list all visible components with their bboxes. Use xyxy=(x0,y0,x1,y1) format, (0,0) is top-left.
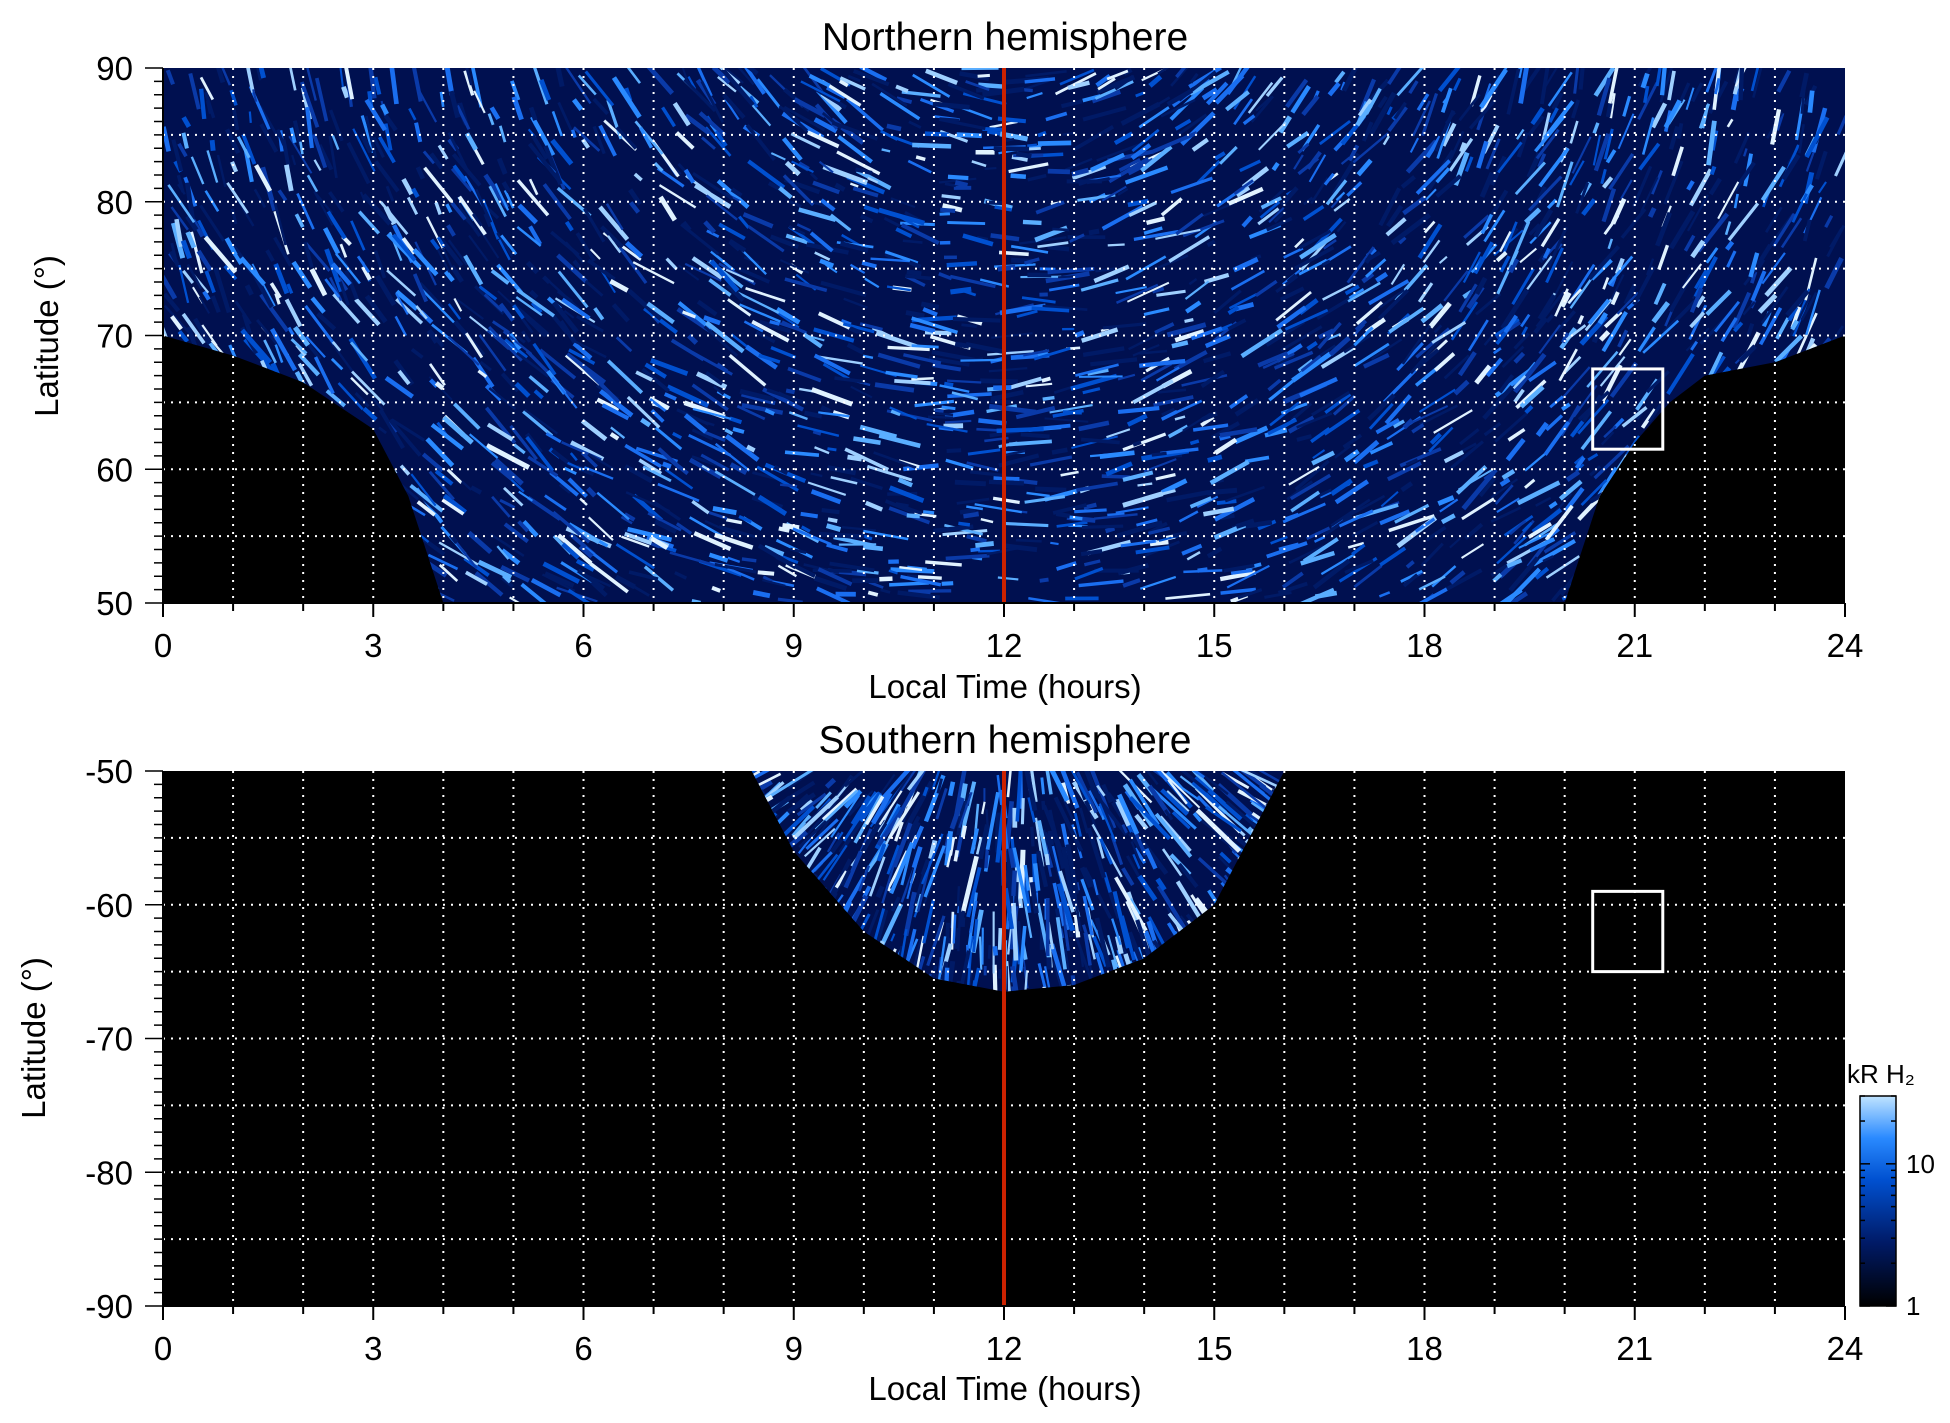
y-tick-label: 50 xyxy=(96,585,133,622)
axis-ticks xyxy=(145,67,1846,617)
x-tick-label: 15 xyxy=(1196,1330,1233,1367)
axis-ticks xyxy=(145,770,1846,1320)
x-tick-label: 6 xyxy=(574,1330,592,1367)
x-axis-label: Local Time (hours) xyxy=(868,668,1141,705)
y-tick-labels: -50 -60 -70 -80 -90 xyxy=(85,753,133,1325)
x-tick-label: 24 xyxy=(1827,1330,1864,1367)
colorbar-label: kR H₂ xyxy=(1847,1059,1915,1089)
x-tick-label: 15 xyxy=(1196,627,1233,664)
x-tick-label: 18 xyxy=(1406,627,1443,664)
y-tick-label: -50 xyxy=(85,753,133,790)
y-axis-label: Latitude (°) xyxy=(28,255,65,417)
x-tick-label: 6 xyxy=(574,627,592,664)
y-tick-label: -90 xyxy=(85,1288,133,1325)
x-tick-label: 3 xyxy=(364,627,382,664)
x-tick-label: 9 xyxy=(785,1330,803,1367)
colorbar-tick-label: 10 xyxy=(1906,1149,1935,1179)
y-tick-label: -70 xyxy=(85,1021,133,1058)
highlight-box xyxy=(1591,889,1665,974)
region-box xyxy=(1591,889,1665,974)
y-tick-label: -80 xyxy=(85,1154,133,1191)
colorbar-tick-label: 1 xyxy=(1906,1291,1920,1321)
northern-hemisphere-panel: Northern hemisphere 0 3 6 9 12 15 18 21 24 50 60 7… xyxy=(28,16,1863,705)
x-tick-label: 12 xyxy=(986,627,1023,664)
x-tick-label: 0 xyxy=(154,627,172,664)
x-tick-label: 3 xyxy=(364,1330,382,1367)
panel-title: Northern hemisphere xyxy=(822,16,1188,59)
y-tick-label: -60 xyxy=(85,887,133,924)
colorbar-ticks: 1 10 xyxy=(1860,1095,1935,1321)
y-tick-label: 60 xyxy=(96,451,133,488)
x-tick-labels: 0 3 6 9 12 15 18 21 24 xyxy=(154,1330,1864,1367)
x-tick-label: 24 xyxy=(1827,627,1864,664)
y-tick-label: 70 xyxy=(96,318,133,355)
x-tick-label: 0 xyxy=(154,1330,172,1367)
colorbar-gradient xyxy=(1859,1095,1897,1307)
y-axis-label: Latitude (°) xyxy=(15,957,52,1119)
southern-hemisphere-panel: Southern hemisphere 0 3 6 9 12 15 18 21 24 -50 -6… xyxy=(15,719,1863,1407)
region-box xyxy=(1591,367,1665,451)
panel-title: Southern hemisphere xyxy=(819,719,1192,762)
x-axis-label: Local Time (hours) xyxy=(868,1370,1141,1407)
y-tick-label: 90 xyxy=(96,50,133,87)
x-tick-label: 21 xyxy=(1616,1330,1653,1367)
x-tick-label: 9 xyxy=(785,627,803,664)
x-tick-labels: 0 3 6 9 12 15 18 21 24 xyxy=(154,627,1864,664)
x-tick-label: 21 xyxy=(1616,627,1653,664)
y-tick-label: 80 xyxy=(96,184,133,221)
x-tick-label: 18 xyxy=(1406,1330,1443,1367)
y-tick-labels: 50 60 70 80 90 xyxy=(96,50,133,622)
x-tick-label: 12 xyxy=(986,1330,1023,1367)
colorbar: kR H₂ 1 10 xyxy=(1847,1059,1935,1321)
highlight-box xyxy=(1591,367,1665,451)
